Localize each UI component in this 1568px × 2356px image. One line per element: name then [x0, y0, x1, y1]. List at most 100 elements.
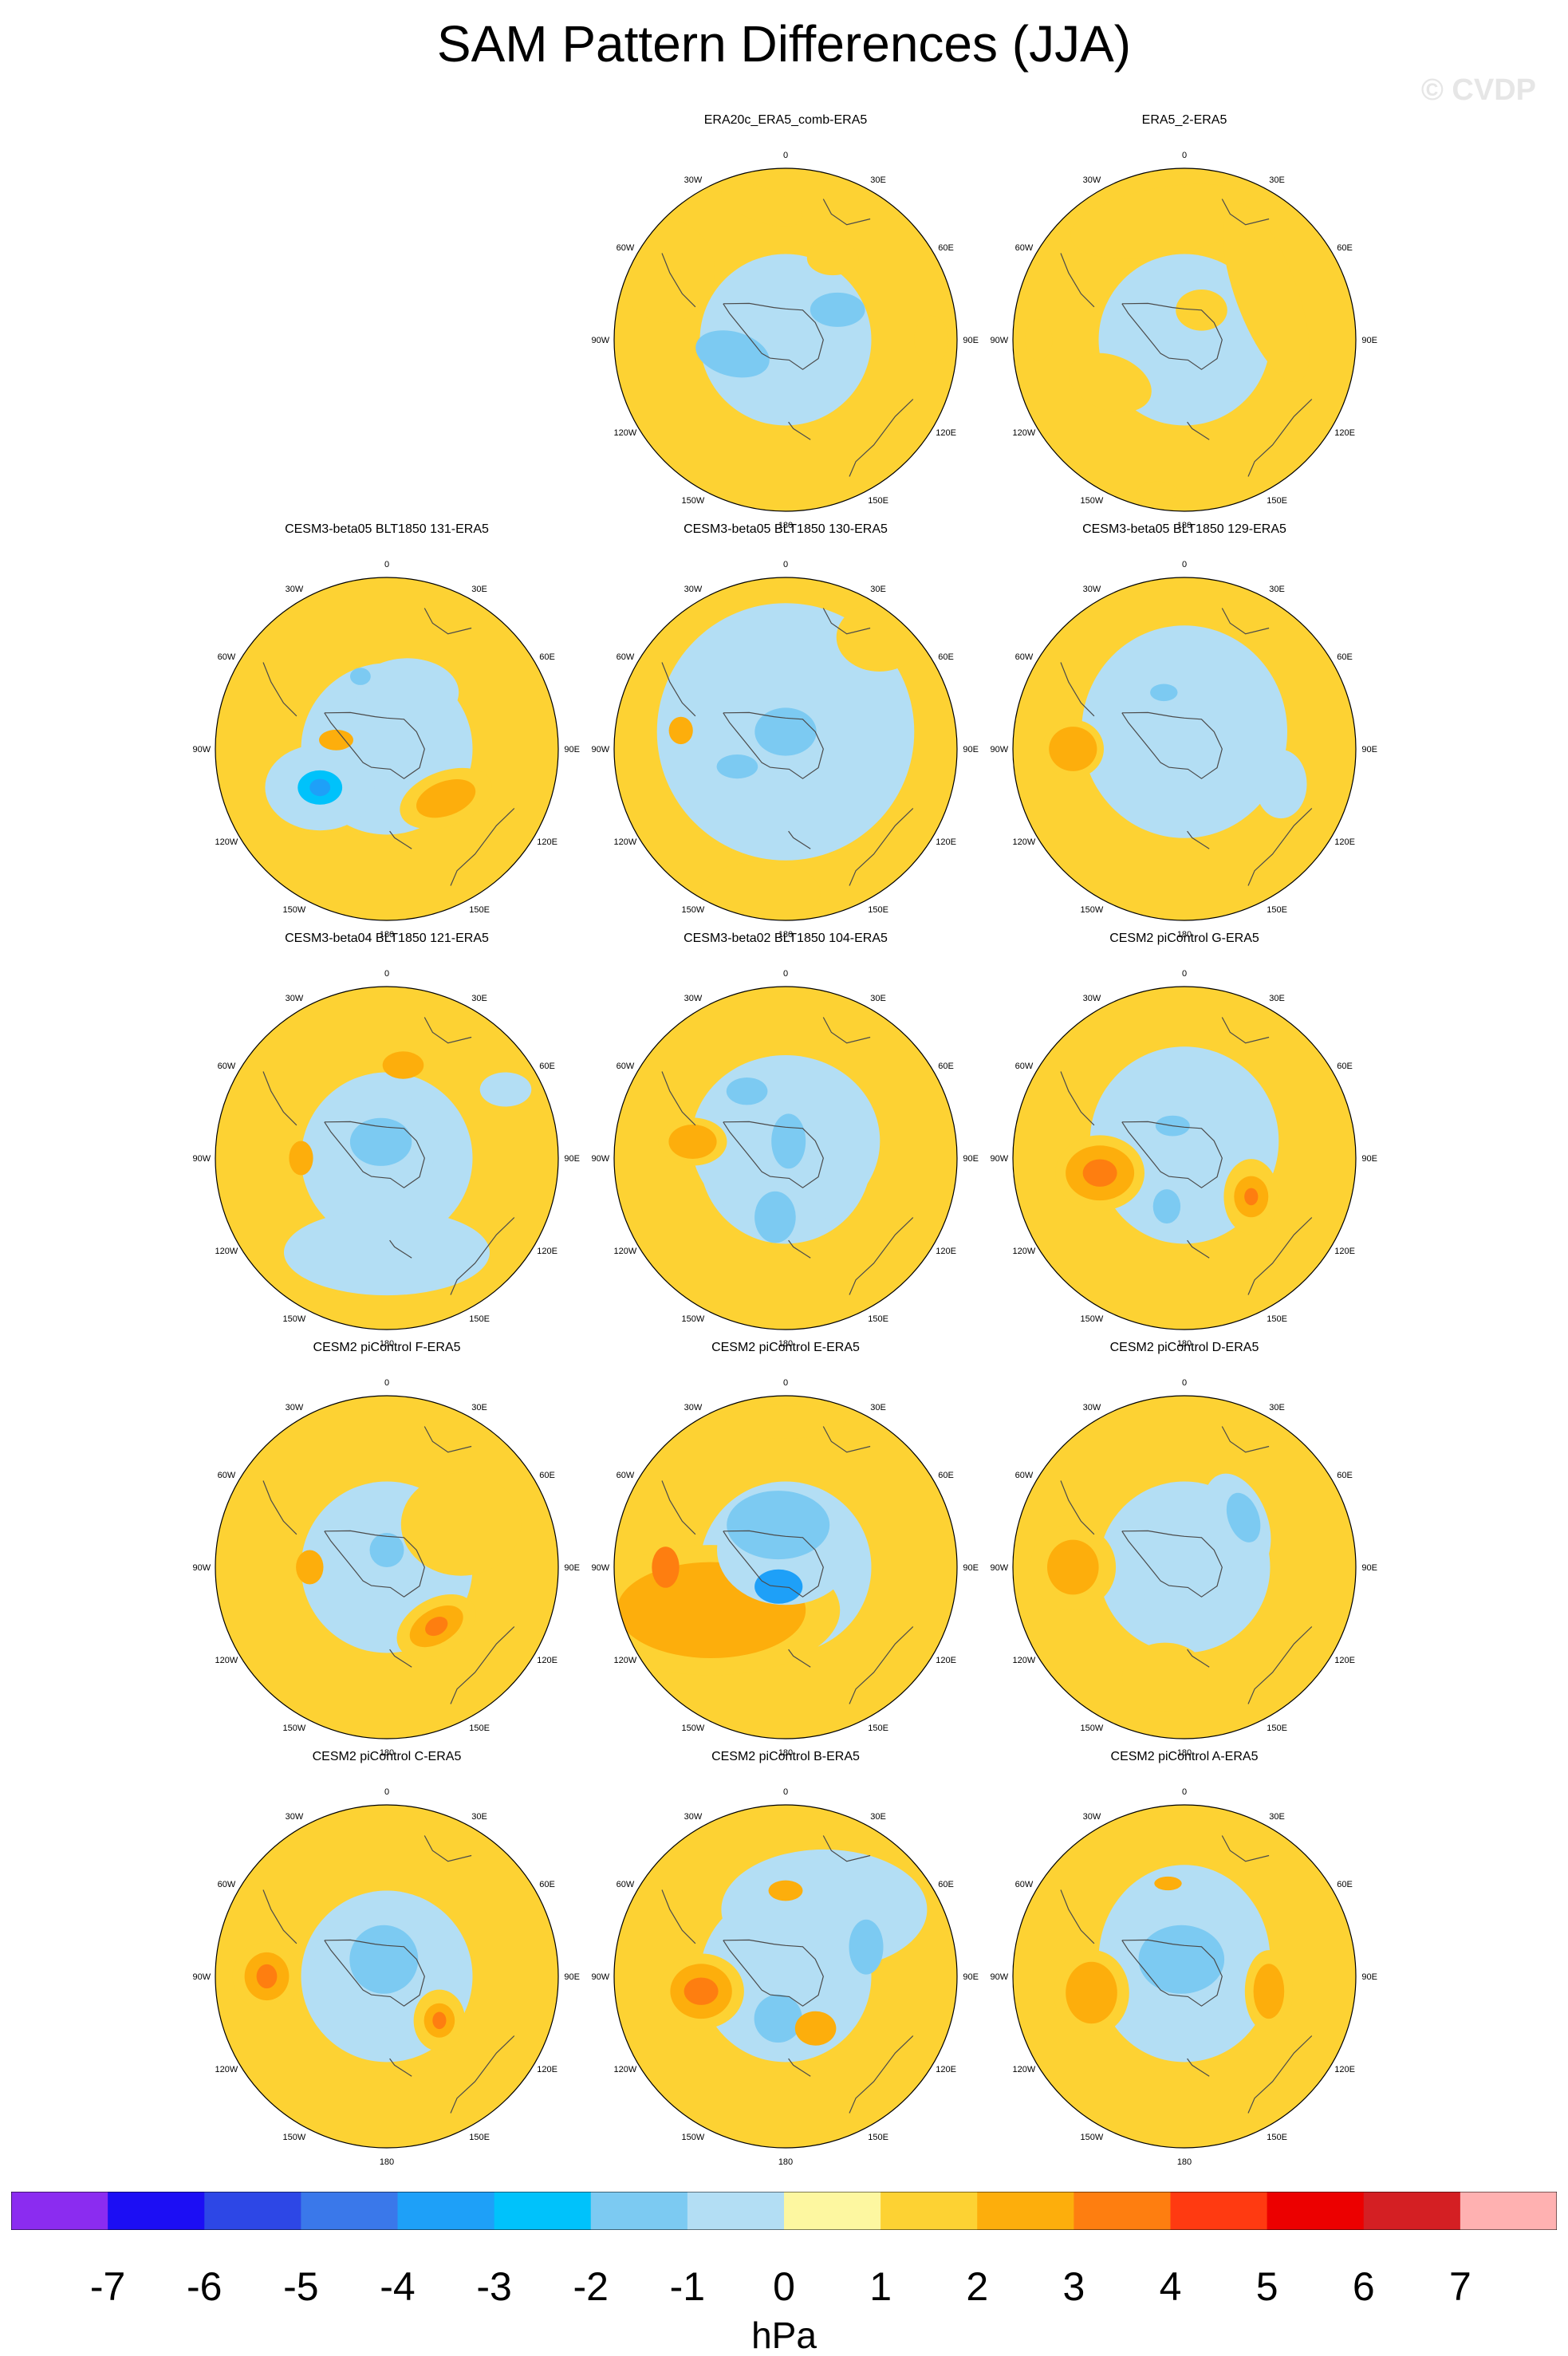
longitude-label: 60E: [1337, 1471, 1353, 1480]
field-anomaly: [768, 1880, 803, 1901]
polar-map: 0 30E 60E 90E 120E 150E 180 150W 120W 90W 60W 30W: [591, 1787, 979, 2167]
coastline: [661, 1071, 696, 1126]
longitude-label: 120W: [215, 2065, 238, 2074]
longitude-label: 150E: [868, 496, 888, 506]
longitude-label: 120W: [614, 1656, 637, 1665]
longitude-label: 0: [783, 969, 788, 979]
coastline: [788, 1649, 811, 1668]
coastline: [788, 421, 811, 440]
field-anomaly: [1049, 727, 1097, 771]
field-anomaly: [700, 861, 821, 920]
longitude-label: 30E: [1269, 1812, 1285, 1822]
longitude-label: 90W: [591, 745, 609, 754]
field-anomaly: [1068, 353, 1152, 412]
longitude-label: 60W: [1015, 243, 1034, 253]
longitude-label: 120E: [1334, 1656, 1355, 1665]
longitude-label: 60W: [617, 1880, 635, 1889]
colorbar-tick-label: 4: [1159, 2264, 1182, 2309]
longitude-label: 150E: [469, 2133, 490, 2142]
coastline: [389, 1239, 412, 1259]
field-anomaly: [849, 1919, 884, 1975]
longitude-label: 30E: [870, 585, 886, 594]
field-anomaly: [256, 1964, 278, 1989]
map-panel: ERA5_2-ERA5 0 30E 60E 90E 120E 150E 180 150W 120W…: [985, 113, 1384, 536]
field-anomaly: [668, 1125, 717, 1159]
colorbar-swatch: [1460, 2192, 1557, 2230]
polar-map: 0 30E 60E 90E 120E 150E 180 150W 120W 90W 60W 30W: [192, 1378, 580, 1758]
longitude-label: 60E: [938, 1471, 954, 1480]
longitude-label: 90E: [963, 745, 979, 754]
figure-title: SAM Pattern Differences (JJA): [436, 15, 1132, 73]
coastline: [389, 2058, 412, 2077]
field-anomaly: [754, 707, 817, 756]
map-border: [215, 986, 559, 1330]
coastline: [324, 1121, 425, 1188]
field-anomaly: [1154, 1876, 1182, 1891]
longitude-label: 60E: [1337, 243, 1353, 253]
coastline: [723, 1121, 824, 1188]
coastline: [262, 662, 297, 717]
coastline: [1221, 1835, 1270, 1862]
field-anomaly: [349, 1117, 412, 1166]
longitude-label: 60E: [938, 652, 954, 662]
longitude-label: 30E: [471, 994, 487, 1003]
longitude-label: 90W: [591, 1154, 609, 1164]
coastline: [1121, 1530, 1223, 1598]
map-panel: CESM3-beta05 BLT1850 129-ERA5 0 30E 60E 90E 1…: [985, 522, 1384, 945]
longitude-label: 60E: [1337, 652, 1353, 662]
coastline: [1060, 1889, 1095, 1944]
coastline: [1247, 1217, 1313, 1295]
longitude-label: 120E: [1334, 2065, 1355, 2074]
coastline: [262, 1889, 297, 1944]
field-anomaly: [296, 1550, 324, 1585]
map-border: [613, 167, 958, 512]
longitude-label: 150W: [1081, 1314, 1104, 1324]
longitude-label: 120W: [614, 2065, 637, 2074]
longitude-label: 150W: [682, 1724, 705, 1733]
longitude-label: 90E: [564, 1563, 580, 1573]
field-anomaly: [652, 1546, 680, 1588]
panel-title: CESM3-beta04 BLT1850 121-ERA5: [285, 932, 489, 945]
longitude-label: 90E: [1361, 336, 1377, 345]
longitude-label: 180: [380, 2157, 394, 2167]
map-border: [1012, 577, 1357, 921]
coastline: [450, 808, 515, 886]
longitude-label: 30W: [684, 1812, 703, 1822]
polar-map: 0 30E 60E 90E 120E 150E 180 150W 120W 90W 60W 30W: [990, 560, 1377, 940]
field-anomaly: [432, 2011, 447, 2030]
polar-map: 0 30E 60E 90E 120E 150E 180 150W 120W 90W 60W 30W: [990, 1787, 1377, 2167]
longitude-label: 180: [778, 2157, 793, 2167]
longitude-label: 30W: [286, 1403, 304, 1412]
field-anomaly: [400, 1472, 522, 1576]
longitude-label: 150E: [469, 905, 490, 915]
coastline: [1060, 253, 1095, 308]
map-border: [613, 986, 958, 1330]
field-anomaly: [1253, 1964, 1285, 2019]
longitude-label: 90E: [963, 1563, 979, 1573]
map-panel: ERA20c_ERA5_comb-ERA5 0 30E 60E 90E 120E 150E 1…: [586, 113, 985, 536]
longitude-label: 30E: [471, 585, 487, 594]
longitude-label: 30W: [1083, 1403, 1101, 1412]
map-panel: CESM2 piControl D-ERA5 0 30E 60E 90E 120E 150E…: [985, 1341, 1384, 1763]
panel-title: CESM2 piControl E-ERA5: [711, 1341, 860, 1354]
colorbar-tick-label: 6: [1352, 2264, 1375, 2309]
longitude-label: 90E: [1361, 1154, 1377, 1164]
longitude-label: 60W: [218, 1062, 236, 1071]
longitude-label: 30E: [870, 1403, 886, 1412]
longitude-label: 180: [778, 1339, 793, 1349]
coastline: [661, 1480, 696, 1535]
coastline: [849, 808, 914, 886]
field-anomaly: [754, 1994, 802, 2043]
field-anomaly: [1066, 1961, 1117, 2024]
longitude-label: 90W: [192, 1154, 211, 1164]
longitude-label: 0: [384, 560, 389, 569]
coastline: [1247, 2035, 1313, 2114]
coastline: [1187, 1239, 1210, 1259]
panel-title: CESM3-beta05 BLT1850 131-ERA5: [285, 522, 489, 536]
coastline: [1060, 1480, 1095, 1535]
field-anomaly: [810, 292, 865, 327]
longitude-label: 120E: [1334, 428, 1355, 438]
coastline: [849, 1626, 914, 1704]
longitude-label: 30W: [1083, 585, 1101, 594]
field-anomaly: [350, 668, 371, 685]
